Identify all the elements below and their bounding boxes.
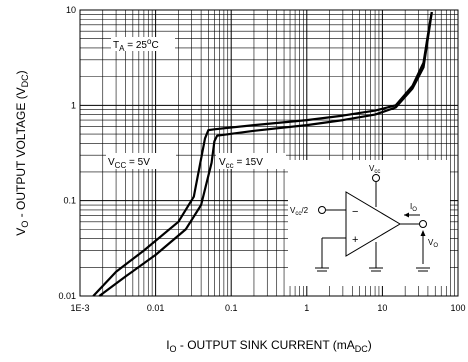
y-tick-label: 0.1 <box>63 196 76 206</box>
x-tick-label: 100 <box>450 303 465 313</box>
temp-label: TA = 25oC <box>113 37 159 53</box>
vcc5-label-bg <box>106 153 176 169</box>
x-tick-label: 0.01 <box>147 303 165 313</box>
output-terminal <box>419 220 427 228</box>
vo-label: VO <box>428 238 438 249</box>
plot-frame <box>79 9 459 297</box>
op-amp-symbol <box>345 191 401 257</box>
vin-label: Vcc/2 <box>290 206 309 217</box>
x-tick-label: 1E-3 <box>70 303 89 313</box>
vcc15-label-bg <box>216 153 286 169</box>
io-arrow-head <box>404 212 409 218</box>
vcc-label: Vcc <box>369 164 380 175</box>
y-axis-title: VO - OUTPUT VOLTAGE (VDC) <box>14 70 30 235</box>
noninverting-input-sign: + <box>352 234 358 246</box>
chart-tick-labels: 1E-3 0.01 0.1 1 10 100 0.01 0.1 1 10 <box>58 5 465 313</box>
x-tick-label: 0.1 <box>225 303 238 313</box>
y-tick-label: 10 <box>66 5 76 15</box>
temp-label-bg <box>111 37 175 51</box>
test-circuit-schematic: − + Vcc Vcc/2 IO VO <box>288 160 450 286</box>
chart-curves <box>92 11 433 297</box>
series-line-vcc-15v <box>98 11 433 297</box>
series-line-vcc-5v <box>92 11 433 297</box>
vo-arrow-head-top <box>420 230 426 236</box>
vcc5-label: VCC = 5V <box>108 157 150 170</box>
y-tick-label: 0.01 <box>58 291 76 301</box>
vcc-terminal <box>372 174 380 182</box>
x-tick-label: 1 <box>304 303 309 313</box>
x-tick-label: 10 <box>377 303 387 313</box>
vcc15-label: Vcc = 15V <box>219 157 263 170</box>
inverting-input-sign: − <box>352 206 358 218</box>
y-tick-label: 1 <box>71 100 76 110</box>
vin-terminal <box>318 206 326 214</box>
io-label: IO <box>410 202 417 213</box>
x-axis-title: IO - OUTPUT SINK CURRENT (mADC) <box>166 338 372 354</box>
